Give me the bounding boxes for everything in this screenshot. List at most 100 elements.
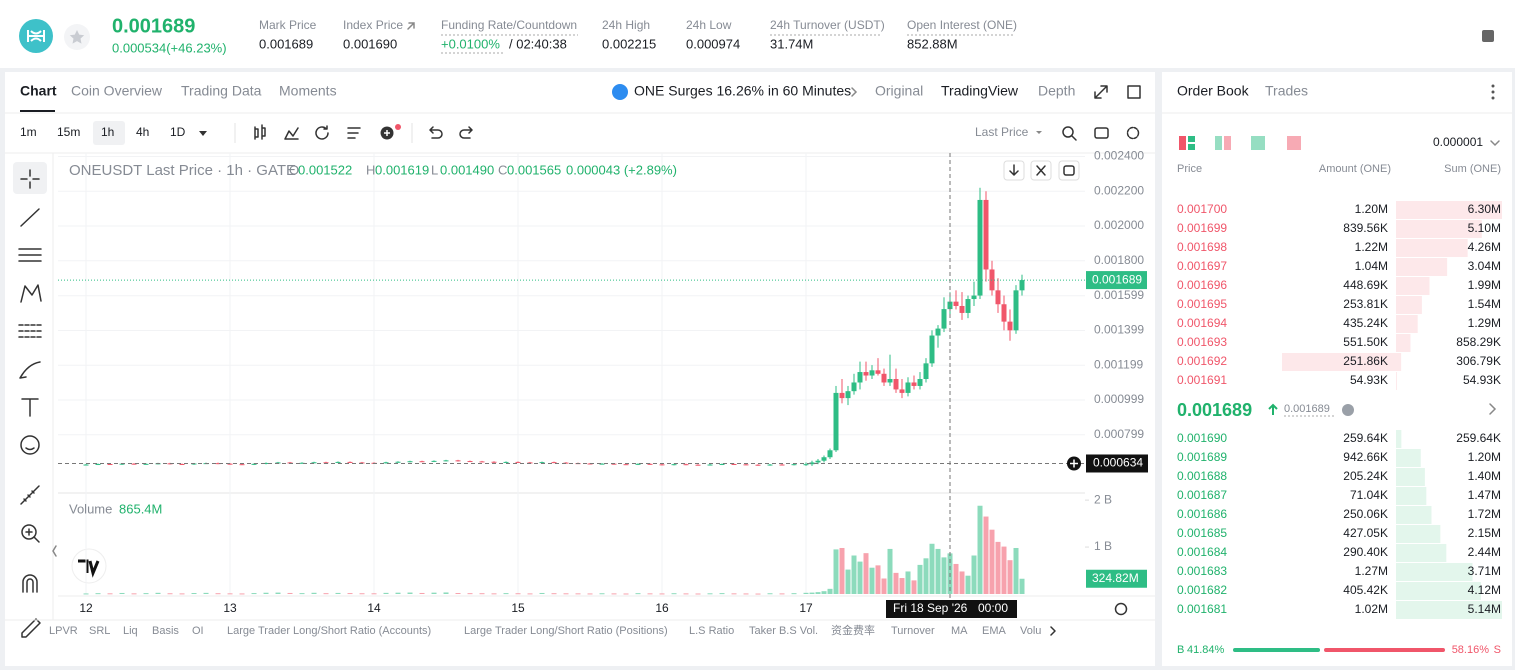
indicator[interactable]: Volu: [1020, 625, 1041, 637]
crosshair-tool[interactable]: [20, 169, 40, 189]
indicator[interactable]: Basis: [152, 625, 179, 637]
ob-price[interactable]: 0.001700: [1177, 202, 1227, 216]
lock-tool[interactable]: [21, 618, 41, 638]
interval[interactable]: 1h: [101, 125, 114, 139]
ob-tab[interactable]: Trades: [1265, 83, 1308, 99]
candle-body: [989, 269, 995, 291]
indicator[interactable]: EMA: [982, 625, 1007, 637]
tab[interactable]: Moments: [279, 83, 337, 99]
indicator[interactable]: SRL: [89, 625, 110, 637]
axis-settings-icon[interactable]: [1114, 602, 1128, 616]
ob-tab[interactable]: Order Book: [1177, 83, 1250, 99]
indicator[interactable]: 资金费率: [831, 623, 875, 637]
magnet-tool[interactable]: [22, 574, 38, 593]
volume-bar: [227, 593, 233, 595]
ob-price[interactable]: 0.001699: [1177, 221, 1227, 235]
menu-icon[interactable]: [1482, 30, 1494, 42]
ob-precision[interactable]: 0.000001: [1433, 135, 1483, 149]
candle-body: [407, 461, 413, 463]
interval[interactable]: 4h: [136, 125, 149, 139]
ob-price[interactable]: 0.001698: [1177, 240, 1227, 254]
interval[interactable]: 1D: [170, 125, 186, 139]
indicator[interactable]: LPVR: [49, 625, 78, 637]
camera-icon[interactable]: [1094, 127, 1109, 139]
volume-tick-label: 1 B: [1094, 539, 1112, 553]
ob-price[interactable]: 0.001686: [1177, 507, 1227, 521]
dropdown-arrow[interactable]: [1036, 131, 1042, 134]
buy-label: B: [1177, 644, 1184, 656]
tab[interactable]: Chart: [20, 83, 57, 99]
ob-price[interactable]: 0.001683: [1177, 564, 1227, 578]
volume-bar: [83, 593, 89, 595]
indicator-icon[interactable]: [284, 127, 299, 140]
undo-icon[interactable]: [429, 126, 443, 139]
brush-tool[interactable]: [19, 361, 41, 379]
replay-icon[interactable]: [315, 125, 329, 140]
ob-price[interactable]: 0.001682: [1177, 583, 1227, 597]
crosshair-price: 0.000634: [1093, 456, 1143, 470]
ob-price[interactable]: 0.001688: [1177, 469, 1227, 483]
precision-dropdown[interactable]: [1490, 140, 1500, 147]
ob-price[interactable]: 0.001694: [1177, 316, 1227, 330]
indicator[interactable]: MA: [951, 625, 968, 637]
candle-body: [599, 463, 605, 465]
emoji-tool[interactable]: [20, 435, 40, 455]
reset-icon: [1063, 165, 1075, 176]
tab[interactable]: Trading Data: [181, 83, 262, 99]
prediction-tool[interactable]: [18, 324, 42, 338]
search-icon[interactable]: [1062, 126, 1074, 138]
trend-line-tool[interactable]: [20, 208, 40, 227]
ob-price[interactable]: 0.001689: [1177, 450, 1227, 464]
ai-badge: [612, 84, 628, 100]
ob-price[interactable]: 0.001697: [1177, 259, 1227, 273]
redo-icon[interactable]: [459, 126, 473, 139]
news-headline[interactable]: ONE Surges 16.26% in 60 Minutes: [634, 83, 851, 99]
window-icon[interactable]: [1127, 85, 1141, 99]
ob-price[interactable]: 0.001691: [1177, 373, 1227, 387]
ob-mode-icon[interactable]: [1251, 136, 1265, 150]
text-tool[interactable]: [21, 398, 39, 417]
fib-tool[interactable]: [18, 248, 42, 262]
ruler-tool[interactable]: [20, 485, 40, 505]
indicator[interactable]: L.S Ratio: [689, 625, 734, 637]
scroll-right[interactable]: [1050, 626, 1056, 636]
candle-type-icon[interactable]: [254, 124, 266, 140]
ob-price[interactable]: 0.001681: [1177, 602, 1227, 616]
indicator[interactable]: Turnover: [891, 625, 935, 637]
ob-price[interactable]: 0.001693: [1177, 335, 1227, 349]
price-source[interactable]: Last Price: [975, 125, 1029, 139]
indicator[interactable]: Taker B.S Vol.: [749, 625, 818, 637]
ob-price[interactable]: 0.001695: [1177, 297, 1227, 311]
view-tab[interactable]: TradingView: [941, 83, 1019, 99]
dropdown-arrow[interactable]: [199, 131, 207, 136]
candle-body: [923, 363, 929, 379]
tab[interactable]: Coin Overview: [71, 83, 163, 99]
ob-price[interactable]: 0.001685: [1177, 526, 1227, 540]
ob-mode-icon[interactable]: [1179, 136, 1186, 150]
collapse-toolbar[interactable]: [52, 545, 57, 557]
pattern-tool[interactable]: [20, 284, 42, 303]
ob-mode-icon[interactable]: [1287, 136, 1301, 150]
view-tab[interactable]: Original: [875, 83, 923, 99]
template-icon[interactable]: [347, 127, 361, 139]
chart-button[interactable]: [1058, 160, 1080, 181]
y-tick-label: 0.001199: [1094, 357, 1143, 371]
indicator[interactable]: OI: [192, 625, 204, 637]
volume-bar: [275, 592, 281, 594]
ob-price[interactable]: 0.001692: [1177, 354, 1227, 368]
ob-price[interactable]: 0.001684: [1177, 545, 1227, 559]
interval[interactable]: 1m: [20, 125, 37, 139]
ob-mode-icon[interactable]: [1215, 136, 1222, 150]
zoom-tool[interactable]: [21, 524, 37, 540]
ob-price[interactable]: 0.001696: [1177, 278, 1227, 292]
more-chevron[interactable]: [1489, 403, 1497, 415]
ob-price[interactable]: 0.001690: [1177, 431, 1227, 445]
indicator[interactable]: Liq: [123, 625, 138, 637]
indicator[interactable]: Large Trader Long/Short Ratio (Accounts): [227, 625, 431, 637]
interval[interactable]: 15m: [57, 125, 80, 139]
fullscreen-icon[interactable]: [1094, 85, 1108, 99]
settings-icon[interactable]: [1126, 126, 1140, 140]
ob-price[interactable]: 0.001687: [1177, 488, 1227, 502]
view-tab[interactable]: Depth: [1038, 83, 1075, 99]
indicator[interactable]: Large Trader Long/Short Ratio (Positions…: [464, 625, 668, 637]
